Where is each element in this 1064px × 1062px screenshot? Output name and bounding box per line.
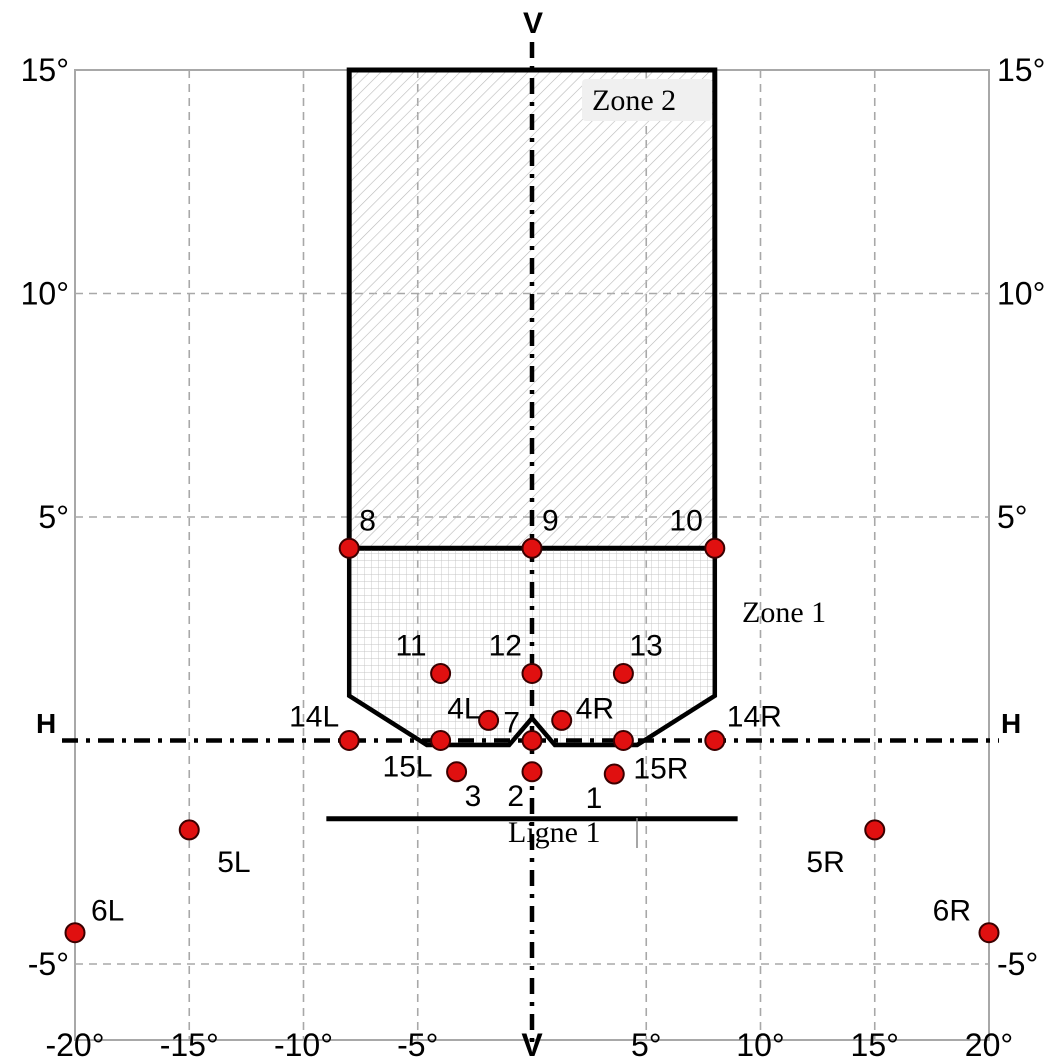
point-2 [521, 761, 543, 783]
y-tick-label-right: -5° [997, 946, 1038, 982]
point-11 [430, 662, 452, 684]
point-13 [612, 662, 634, 684]
point-label-10: 10 [669, 504, 702, 537]
y-tick-label-right: 10° [997, 276, 1045, 312]
x-tick-label: -20° [45, 1027, 104, 1062]
point-label-4R: 4R [576, 692, 614, 725]
point-8 [338, 537, 360, 559]
point-label-3: 3 [465, 780, 482, 813]
y-tick-label-left: 5° [38, 499, 69, 535]
x-tick-label: 15° [851, 1027, 899, 1062]
x-tick-label: V [521, 1027, 543, 1062]
x-tick-label: -15° [160, 1027, 219, 1062]
point-12 [521, 662, 543, 684]
point-label-6L: 6L [91, 895, 124, 928]
y-tick-label-right: 5° [997, 499, 1028, 535]
zone1-area [346, 546, 718, 748]
point-15L [430, 730, 452, 752]
y-tick-label-left: 15° [21, 52, 69, 88]
vertical-axis-label-top: V [523, 7, 543, 40]
point-label-14R: 14R [727, 701, 782, 734]
point-label-15L: 15L [383, 751, 433, 784]
x-tick-label: 10° [736, 1027, 784, 1062]
point-3 [446, 761, 468, 783]
point-14R [704, 730, 726, 752]
point-label-1: 1 [586, 782, 603, 815]
zone2-label: Zone 2 [592, 84, 676, 117]
point-label-5R: 5R [806, 846, 844, 879]
horizontal-axis-label-right: H [1001, 708, 1021, 739]
point-label-13: 13 [629, 629, 662, 662]
horizontal-axis-label-left: H [36, 708, 56, 739]
point-label-12: 12 [489, 629, 522, 662]
point-label-5L: 5L [217, 846, 250, 879]
point-9 [521, 537, 543, 559]
point-label-14L: 14L [289, 701, 339, 734]
point-label-7: 7 [503, 707, 520, 740]
point-label-9: 9 [542, 504, 559, 537]
point-label-2: 2 [507, 780, 524, 813]
point-5L [178, 819, 200, 841]
point-4R [551, 709, 573, 731]
y-tick-label-left: 10° [21, 276, 69, 312]
point-label-15R: 15R [633, 753, 688, 786]
zone2-label-background [582, 79, 712, 121]
point-label-4L: 4L [447, 692, 480, 725]
point-7 [521, 730, 543, 752]
x-tick-label: -10° [274, 1027, 333, 1062]
point-label-11: 11 [395, 629, 426, 662]
point-6R [978, 922, 1000, 944]
point-5R [864, 819, 886, 841]
point-1 [603, 763, 625, 785]
line1-label: Ligne 1 [508, 816, 600, 849]
point-label-8: 8 [359, 504, 376, 537]
x-tick-label: -5° [397, 1027, 438, 1062]
zone1-label: Zone 1 [742, 596, 826, 629]
y-tick-label-right: 15° [997, 52, 1045, 88]
point-6L [64, 922, 86, 944]
point-10 [704, 537, 726, 559]
y-tick-label-left: -5° [28, 946, 69, 982]
x-tick-label: 20° [965, 1027, 1013, 1062]
point-15R [612, 730, 634, 752]
point-14L [338, 730, 360, 752]
point-4L [478, 709, 500, 731]
point-label-6R: 6R [933, 895, 971, 928]
x-tick-label: 5° [631, 1027, 662, 1062]
